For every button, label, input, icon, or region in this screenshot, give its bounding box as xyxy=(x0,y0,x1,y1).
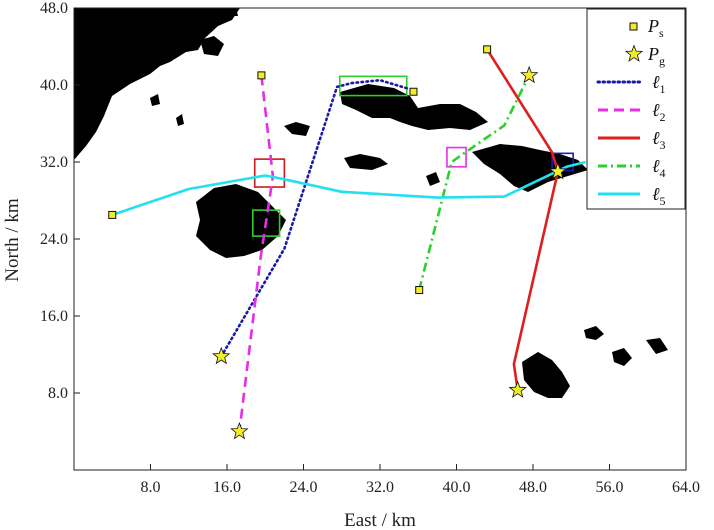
land-islet-c xyxy=(150,94,160,106)
x-tick-label: 48.0 xyxy=(519,479,547,496)
land-island-east xyxy=(472,144,588,192)
x-tick-label: 56.0 xyxy=(596,479,624,496)
legend-ps-sub: s xyxy=(659,26,664,40)
svg-text:ℓ3: ℓ3 xyxy=(652,128,666,152)
legend-pg-main: P xyxy=(647,44,659,64)
legend-ps-marker xyxy=(629,22,638,31)
x-axis-ticks: 8.0 16.0 24.0 32.0 40.0 48.0 56.0 64.0 xyxy=(141,464,700,496)
ps-marker-l4 xyxy=(415,286,424,295)
pg-marker-l2 xyxy=(230,421,249,440)
svg-text:ℓ5: ℓ5 xyxy=(652,184,666,208)
y-axis-ticks: 8.0 16.0 24.0 32.0 40.0 48.0 xyxy=(40,0,80,402)
legend-pg-marker xyxy=(624,44,644,62)
svg-text:ℓ1: ℓ1 xyxy=(652,72,666,96)
series-line-l2 xyxy=(238,75,275,432)
legend-l2-sub: 2 xyxy=(660,110,666,124)
x-tick-label: 40.0 xyxy=(443,479,471,496)
series-line-l1 xyxy=(220,78,410,358)
x-tick-label: 24.0 xyxy=(290,479,318,496)
land-islet-d xyxy=(176,114,184,126)
land-island-southeast xyxy=(522,352,570,398)
y-tick-label: 8.0 xyxy=(48,385,68,402)
svg-text:ℓ2: ℓ2 xyxy=(652,100,666,124)
highlight-box-l2 xyxy=(253,158,286,188)
highlight-boxes xyxy=(252,75,574,237)
pg-marker-l5 xyxy=(548,161,567,180)
svg-text:Ps: Ps xyxy=(647,16,664,40)
svg-text:ℓ4: ℓ4 xyxy=(652,156,666,180)
legend-l3-sub: 3 xyxy=(660,138,666,152)
x-axis-label: East / km xyxy=(344,510,416,530)
y-tick-label: 24.0 xyxy=(40,231,68,248)
land-mainland-northwest xyxy=(74,8,240,160)
highlight-box-l4 xyxy=(446,146,467,168)
series-line-l5 xyxy=(111,160,586,217)
svg-text:Pg: Pg xyxy=(647,44,665,68)
legend: Ps Pg ℓ1 ℓ2 ℓ3 ℓ4 ℓ5 xyxy=(586,8,686,210)
legend-l4-sub: 4 xyxy=(660,166,666,180)
land-island-small-2 xyxy=(344,154,388,170)
legend-l4-main: ℓ xyxy=(652,156,660,176)
land-masses xyxy=(74,8,668,398)
legend-l2-main: ℓ xyxy=(652,100,660,120)
highlight-box-l5 xyxy=(252,209,281,237)
legend-l5-main: ℓ xyxy=(652,184,660,204)
land-island-southwest xyxy=(196,184,286,258)
x-tick-label: 8.0 xyxy=(141,479,161,496)
y-tick-label: 32.0 xyxy=(40,154,68,171)
ps-marker-l5 xyxy=(108,210,117,219)
ps-marker-l3 xyxy=(483,45,492,54)
series-markers xyxy=(108,45,567,440)
x-tick-label: 64.0 xyxy=(672,479,700,496)
land-island-small-4 xyxy=(584,326,604,340)
x-tick-label: 16.0 xyxy=(213,479,241,496)
series-line-l3 xyxy=(486,48,560,391)
land-islet-a xyxy=(200,36,224,56)
land-island-small-6 xyxy=(646,338,668,354)
land-island-small-5 xyxy=(612,348,632,366)
series-line-l4 xyxy=(417,74,531,291)
ps-marker-l2 xyxy=(257,71,266,80)
ps-marker-l1 xyxy=(409,87,418,96)
pg-marker-l3 xyxy=(508,380,527,398)
pg-marker-l1 xyxy=(212,346,231,365)
legend-ps-main: P xyxy=(647,16,659,36)
land-island-small-3 xyxy=(426,172,440,186)
legend-l5-sub: 5 xyxy=(660,194,666,208)
highlight-box-l1 xyxy=(339,75,408,97)
x-tick-label: 32.0 xyxy=(366,479,394,496)
land-islet-b xyxy=(228,8,238,16)
land-island-small-1 xyxy=(284,122,310,136)
y-tick-label: 40.0 xyxy=(40,77,68,94)
y-tick-label: 48.0 xyxy=(40,0,68,17)
y-tick-label: 16.0 xyxy=(40,308,68,325)
legend-l3-main: ℓ xyxy=(652,128,660,148)
legend-pg-sub: g xyxy=(659,54,665,68)
legend-l1-main: ℓ xyxy=(652,72,660,92)
y-axis-label: North / km xyxy=(2,198,23,282)
pg-marker-l4 xyxy=(520,65,539,84)
legend-l1-sub: 1 xyxy=(660,82,666,96)
